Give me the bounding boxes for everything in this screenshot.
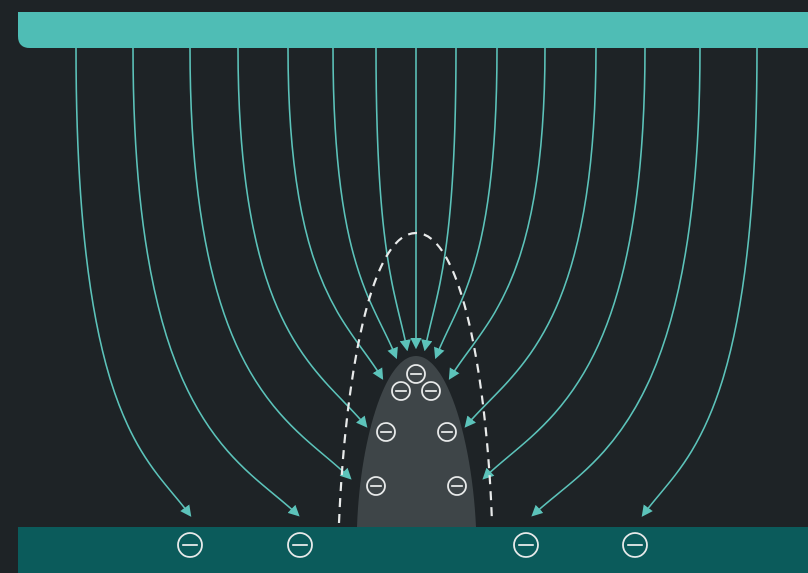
electron [447,476,467,496]
electron-circle [513,532,539,558]
field-line [332,47,398,360]
electron [437,422,457,442]
electron-circle [376,422,396,442]
electron-circle [177,532,203,558]
electron [406,364,426,384]
electron [177,532,203,558]
electron [622,532,648,558]
field-line [482,47,646,480]
top-plate [18,12,808,48]
field-line [189,47,352,480]
bottom-plate [18,527,808,573]
electron-circle [437,422,457,442]
field-line [531,47,701,517]
electrons [177,364,648,558]
electron-circle [421,381,441,401]
electron [421,381,441,401]
electrode-tip [357,356,476,527]
electron-circle [406,364,426,384]
field-line [448,47,546,380]
field-line [132,47,300,517]
field-line [287,47,384,380]
field-line [464,47,597,428]
electron [376,422,396,442]
electron-circle [447,476,467,496]
electron [366,476,386,496]
field-line [75,47,192,517]
electron-circle [622,532,648,558]
field-line [641,47,758,517]
charge-region-outline [337,231,494,524]
field-line [375,47,411,352]
electron [391,381,411,401]
electron-circle [391,381,411,401]
electron-circle [366,476,386,496]
field-line [237,47,368,428]
electron [513,532,539,558]
field-lines [75,47,758,517]
field-line [434,47,498,360]
electron-circle [287,532,313,558]
electron [287,532,313,558]
field-line [421,47,457,352]
